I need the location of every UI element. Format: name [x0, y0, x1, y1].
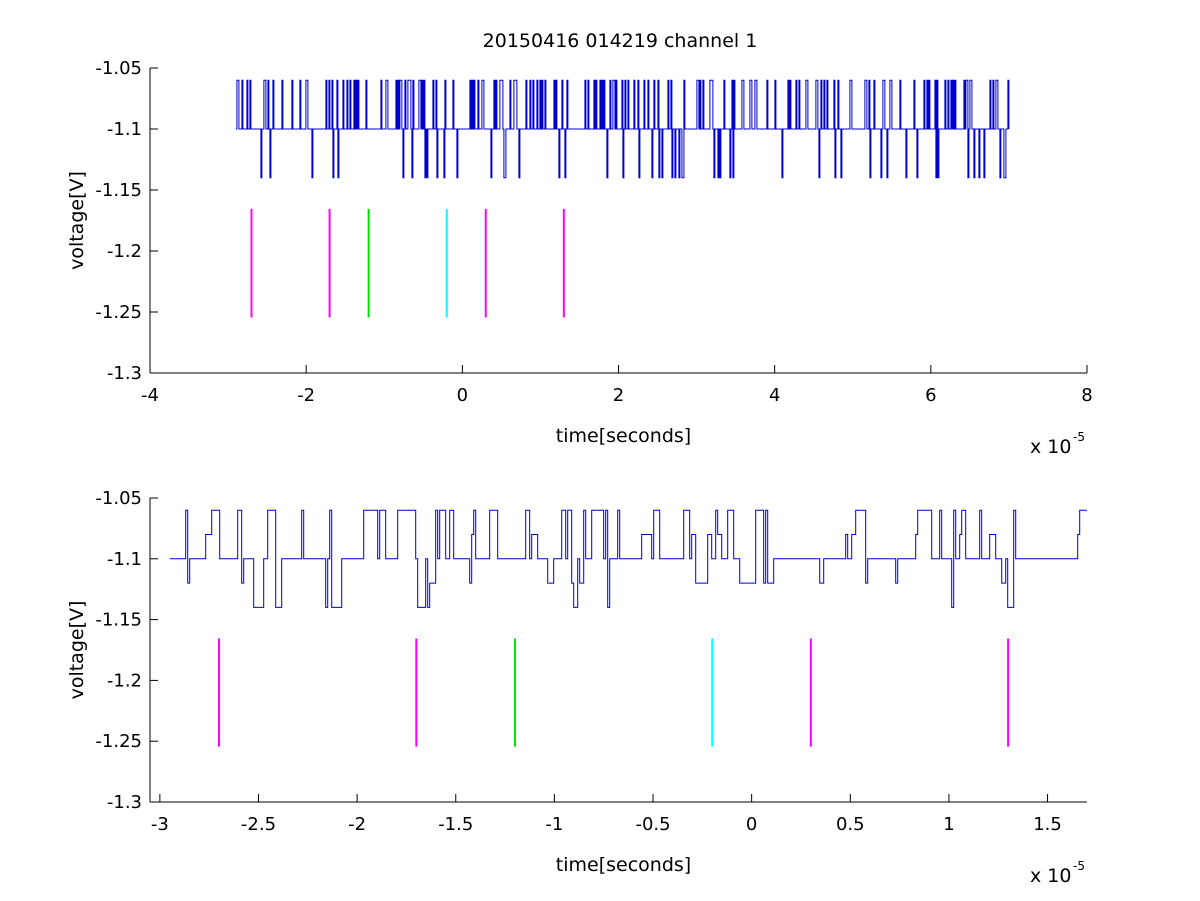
- bottom-y-axis-label: voltage[V]: [66, 601, 88, 700]
- top-x-tick-label: -4: [141, 385, 159, 406]
- top-x-axis-label: time[seconds]: [556, 425, 691, 447]
- top-x-tick-label: 8: [1081, 385, 1092, 406]
- bottom-y-tick-label: -1.05: [95, 488, 142, 509]
- bottom-x-axis-label: time[seconds]: [556, 854, 691, 876]
- bottom-x-tick-label: 0.5: [836, 814, 865, 835]
- top-y-tick-label: -1.1: [107, 119, 142, 140]
- bottom-x-tick-label: -3: [151, 814, 169, 835]
- bottom-x-tick-label: -2: [348, 814, 366, 835]
- bottom-y-tick-label: -1.2: [107, 670, 142, 691]
- bottom-x-tick-label: -2.5: [241, 814, 276, 835]
- top-y-tick-label: -1.15: [95, 180, 142, 201]
- top-y-axis-label: voltage[V]: [66, 171, 88, 270]
- bottom-y-tick-label: -1.25: [95, 731, 142, 752]
- bottom-y-tick-label: -1.3: [107, 792, 142, 813]
- top-x-tick-label: 0: [457, 385, 468, 406]
- top-y-tick-label: -1.05: [95, 58, 142, 79]
- bottom-x-tick-label: -1.5: [438, 814, 473, 835]
- top-plot: -4 -2 0 2 4 6 8 -1.05 -1.1 -1.15 -1.2 -1.25 -1.3 time…: [66, 58, 1093, 458]
- top-x-exponent: -5: [1073, 430, 1085, 444]
- top-x-tick-label: -2: [297, 385, 315, 406]
- top-y-tick-label: -1.25: [95, 302, 142, 323]
- bottom-plot: -3 -2.5 -2 -1.5 -1 -0.5 0 0.5 1 1.5 -1.05 -1.1 -1.15…: [66, 488, 1087, 887]
- bottom-x-tick-label: -0.5: [635, 814, 670, 835]
- top-x-tick-label: 6: [925, 385, 936, 406]
- bottom-y-tick-label: -1.15: [95, 610, 142, 631]
- top-x-tick-label: 2: [613, 385, 624, 406]
- figure-title: 20150416 014219 channel 1: [483, 30, 758, 52]
- top-x-exponent-label: x 10: [1030, 436, 1071, 458]
- bottom-x-tick-label: -1: [545, 814, 563, 835]
- top-y-tick-label: -1.3: [107, 363, 142, 384]
- top-x-tick-label: 4: [769, 385, 780, 406]
- bottom-y-tick-label: -1.1: [107, 549, 142, 570]
- bottom-x-exponent: -5: [1073, 859, 1085, 873]
- bottom-voltage-trace: [169, 509, 1087, 608]
- bottom-x-tick-label: 1.5: [1033, 814, 1062, 835]
- bottom-x-tick-label: 0: [746, 814, 757, 835]
- bottom-x-tick-label: 1: [943, 814, 954, 835]
- bottom-x-exponent-label: x 10: [1030, 865, 1071, 887]
- top-y-tick-label: -1.2: [107, 241, 142, 262]
- top-voltage-trace: [235, 79, 1010, 179]
